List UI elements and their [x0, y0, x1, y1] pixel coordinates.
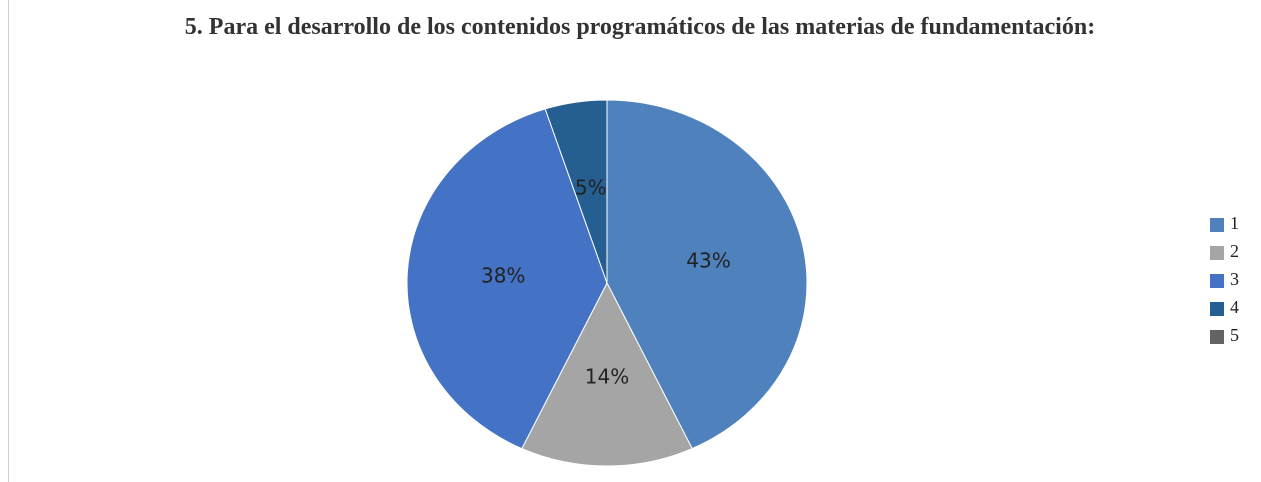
legend-swatch — [1210, 218, 1224, 232]
pie-slice — [521, 281, 693, 467]
pie-slice — [406, 108, 608, 450]
legend-label: 5 — [1230, 325, 1239, 345]
pie-slice — [544, 99, 608, 284]
legend-swatch — [1210, 274, 1224, 288]
data-label: 43% — [686, 249, 730, 273]
data-label: 5% — [575, 176, 607, 200]
data-label: 14% — [585, 365, 629, 389]
legend-swatch — [1210, 302, 1224, 316]
legend-swatch — [1210, 330, 1224, 344]
data-label: 38% — [481, 264, 525, 288]
legend-swatch — [1210, 246, 1224, 260]
chart-title: 5. Para el desarrollo de los contenidos … — [184, 14, 1096, 40]
legend-label: 3 — [1230, 269, 1239, 289]
legend-label: 1 — [1230, 213, 1239, 233]
legend-label: 2 — [1230, 241, 1239, 261]
pie-slice — [606, 99, 808, 450]
legend-label: 4 — [1230, 297, 1239, 317]
